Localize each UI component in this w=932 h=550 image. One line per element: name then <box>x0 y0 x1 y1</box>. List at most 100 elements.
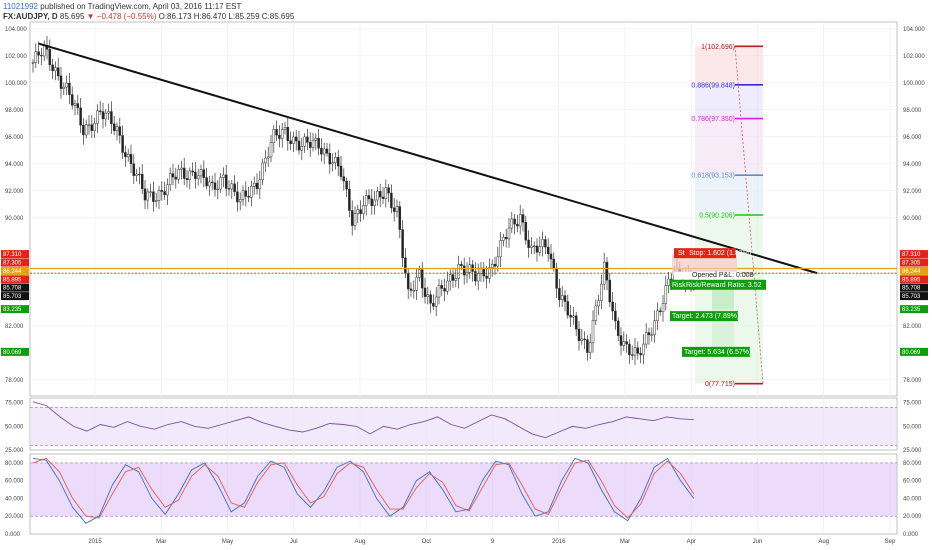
y-tick-label-right: 78.000 <box>903 378 922 384</box>
candle-body <box>252 182 256 187</box>
price-tag-right <box>900 283 928 292</box>
candle-body <box>140 173 144 190</box>
price-tag-right <box>900 266 928 275</box>
candle-body <box>518 214 522 227</box>
candle-body <box>504 237 508 240</box>
target2-box <box>682 346 750 357</box>
fib-level-label: 0.886(99.848) <box>691 82 735 89</box>
osc-tick-right: 25.000 <box>903 448 922 454</box>
candle-body <box>37 51 40 56</box>
candle-body <box>362 205 365 214</box>
stop-prefix: St <box>678 250 685 257</box>
x-tick-label: Sep <box>885 539 896 545</box>
candle-body <box>460 264 463 267</box>
candle-body <box>426 294 430 297</box>
candle-body <box>227 188 231 190</box>
fib-zone <box>695 84 763 119</box>
candle-body <box>306 136 309 143</box>
trend-line <box>38 42 818 275</box>
candle-body <box>367 195 371 200</box>
candle-body <box>642 343 645 356</box>
candle-body <box>664 285 668 304</box>
candle-body <box>577 328 581 341</box>
osc-tick-right: 60.000 <box>903 479 922 485</box>
candle-body <box>474 271 477 282</box>
candle-body <box>628 343 631 355</box>
candle-body <box>135 173 138 176</box>
osc-tick-right: 50.000 <box>903 424 922 430</box>
candle-body <box>446 280 449 292</box>
candle-body <box>381 196 385 199</box>
candle-body <box>152 191 155 202</box>
osc-tick-left: 20.000 <box>5 514 24 520</box>
candle-body <box>513 218 516 225</box>
oscillator-line <box>32 457 695 519</box>
candle-body <box>530 245 533 248</box>
candle-body <box>527 239 530 248</box>
symbol-label[interactable]: FX:AUDJPY, D <box>3 12 58 21</box>
candle-body <box>429 294 432 304</box>
price-tag-left <box>1 347 29 356</box>
candle-body <box>138 173 141 176</box>
candle-body <box>348 188 351 211</box>
candle-body <box>90 124 94 132</box>
price-tag-label-right: 86.244 <box>902 269 921 275</box>
osc-tick-left: 0.000 <box>5 532 21 538</box>
candle-body <box>303 136 306 147</box>
candle-body <box>132 163 136 176</box>
candle-body <box>465 272 469 276</box>
candle-body <box>292 136 295 144</box>
candle-body <box>54 67 57 72</box>
author-link[interactable]: 11021992 <box>3 2 38 11</box>
candle-body <box>51 64 54 72</box>
candle-body <box>334 156 337 163</box>
candle-body <box>143 188 147 201</box>
candle-body <box>658 310 662 313</box>
candle-body <box>149 191 152 193</box>
candle-body <box>168 173 172 185</box>
price-tag-left <box>1 305 29 314</box>
candle-body <box>171 173 175 178</box>
candle-body <box>586 339 589 353</box>
candle-body <box>390 192 393 209</box>
candle-body <box>199 169 203 177</box>
stop-zone <box>672 254 737 276</box>
candle-body <box>266 156 270 159</box>
candle-body <box>395 206 399 212</box>
price-tag-label-left: 86.244 <box>3 269 22 275</box>
x-tick-label: Jun <box>753 539 763 545</box>
osc-tick-left: 50.000 <box>5 424 24 430</box>
candle-body <box>639 353 642 356</box>
candle-body <box>244 190 248 197</box>
candle-body <box>566 301 570 316</box>
price-tag-label-left: 85.895 <box>3 277 22 283</box>
candle-body <box>552 258 556 269</box>
candle-body <box>350 210 354 226</box>
x-tick-label: 2016 <box>552 539 566 545</box>
target1-box <box>670 311 738 322</box>
candle-body <box>261 162 264 181</box>
candle-body <box>549 253 553 260</box>
y-tick-label-left: 90.000 <box>5 216 24 222</box>
stop-label: Stop: 1.602 (1.87%) <box>689 250 751 257</box>
publish-text: published on TradingView.com, April 03, … <box>40 2 242 11</box>
x-tick-label: Mar <box>620 539 630 545</box>
candle-body <box>490 263 494 268</box>
candle-body <box>163 191 166 196</box>
x-tick-label: Aug <box>355 539 366 545</box>
candle-body <box>331 162 334 165</box>
candle-body <box>496 256 500 267</box>
candle-body <box>121 135 124 153</box>
y-tick-label-right: 100.000 <box>903 81 925 87</box>
candle-body <box>40 54 43 57</box>
candle-body <box>79 107 82 126</box>
candle-body <box>317 137 320 149</box>
candle-body <box>160 190 164 192</box>
candle-body <box>356 209 360 214</box>
candle-body <box>600 283 603 301</box>
candle-body <box>112 123 116 131</box>
candle-body <box>574 315 578 330</box>
candle-body <box>364 195 368 206</box>
candle-body <box>507 227 511 240</box>
